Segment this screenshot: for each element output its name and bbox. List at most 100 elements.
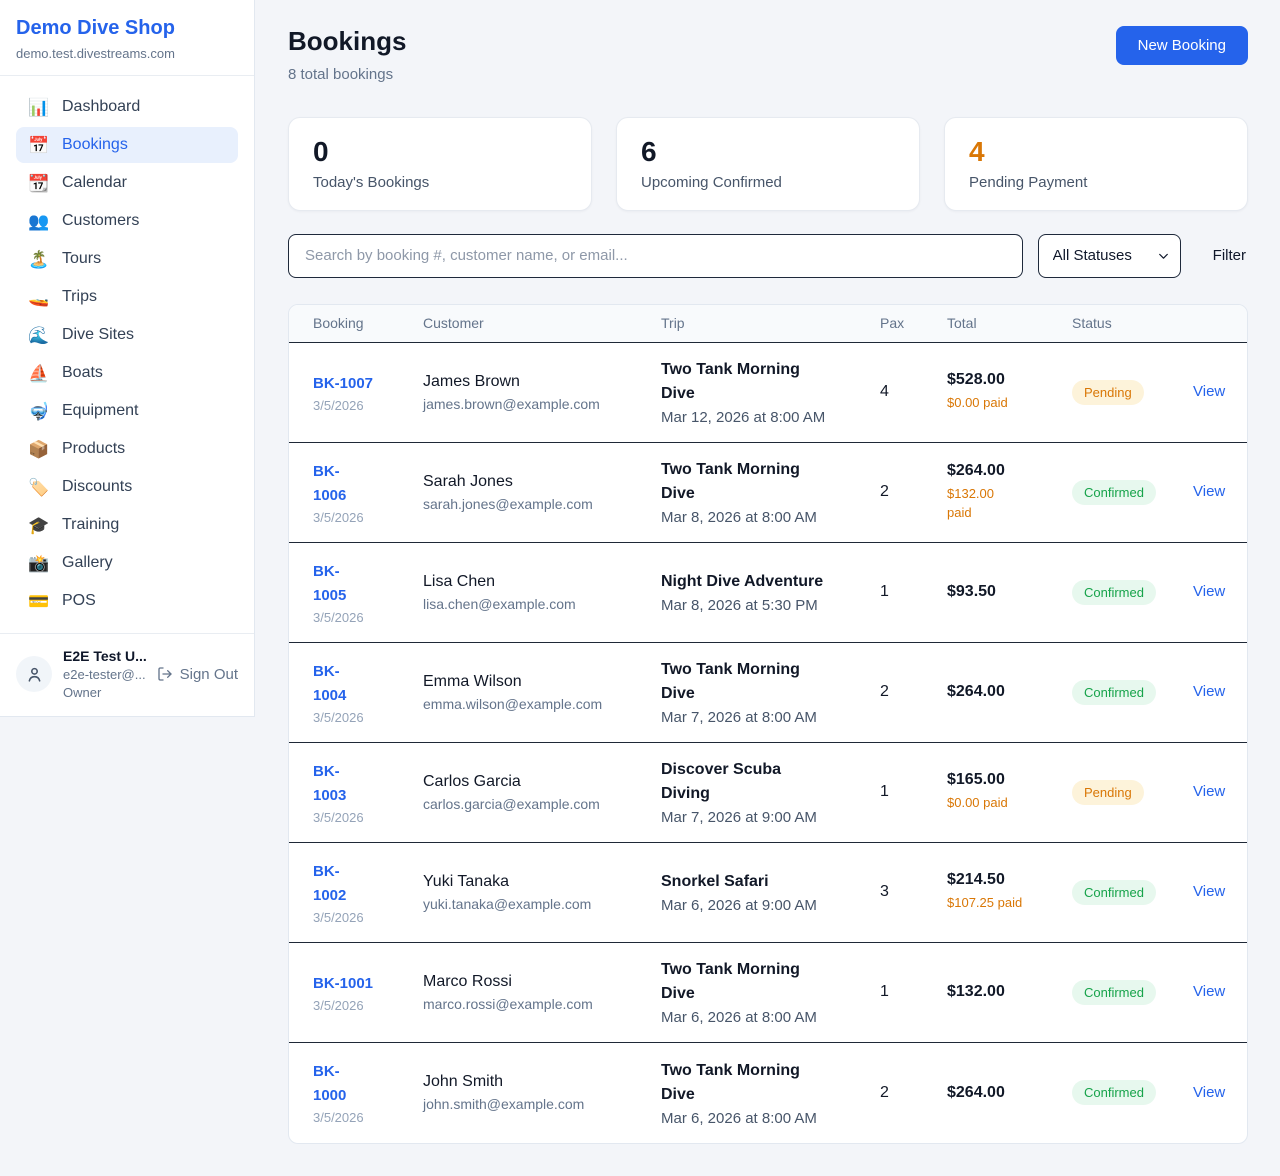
status-cell: Pending xyxy=(1072,779,1193,805)
customer-email: james.brown@example.com xyxy=(423,395,600,412)
sign-out-label: Sign Out xyxy=(179,665,238,683)
sidebar-item-tours[interactable]: 🏝️ Tours xyxy=(28,249,102,269)
booking-link[interactable]: BK-1001 xyxy=(313,974,374,992)
equipment-icon: 🤿 xyxy=(28,401,50,421)
stat-label: Pending Payment xyxy=(969,173,1088,191)
pax-cell: 3 xyxy=(880,883,889,901)
total-amount: $132.00 xyxy=(947,983,1005,1001)
view-link[interactable]: View xyxy=(1193,583,1226,601)
paid-amount: $0.00 paid xyxy=(947,795,1008,811)
status-cell: Pending xyxy=(1072,379,1193,405)
trip-cell: Snorkel Safari Mar 6, 2026 at 9:00 AM xyxy=(661,870,880,914)
customers-icon: 👥 xyxy=(28,211,50,231)
bookings-table: Booking Customer Trip Pax Total Status B… xyxy=(288,303,1248,1144)
sidebar-item-dashboard[interactable]: 📊 Dashboard xyxy=(28,97,141,117)
booking-link[interactable]: BK-1007 xyxy=(313,374,374,392)
sidebar-item-equipment[interactable]: 🤿 Equipment xyxy=(28,401,139,421)
bookings-icon: 📅 xyxy=(28,135,50,155)
sidebar-item-gallery[interactable]: 📸 Gallery xyxy=(28,553,113,573)
booking-link[interactable]: BK- 1002 xyxy=(313,862,347,904)
sidebar: Demo Dive Shop demo.test.divestreams.com… xyxy=(0,0,255,717)
total-amount: $264.00 xyxy=(947,461,1005,479)
stat-card-upcoming-confirmed: 6 Upcoming Confirmed xyxy=(616,117,920,211)
stat-card-todays-bookings: 0 Today's Bookings xyxy=(288,117,592,211)
sidebar-item-discounts[interactable]: 🏷️ Discounts xyxy=(28,477,133,497)
sidebar-item-pos[interactable]: 💳 POS xyxy=(28,591,96,611)
pax-cell: 1 xyxy=(880,583,889,601)
brand-domain: demo.test.divestreams.com xyxy=(16,46,175,61)
booking-date: 3/5/2026 xyxy=(313,509,364,525)
booking-link[interactable]: BK- 1005 xyxy=(313,562,347,604)
actions-cell: View xyxy=(1193,583,1225,601)
view-link[interactable]: View xyxy=(1193,1083,1226,1101)
stat-value: 6 xyxy=(641,136,657,167)
sidebar-item-training[interactable]: 🎓 Training xyxy=(28,515,120,535)
sidebar-item-calendar[interactable]: 📆 Calendar xyxy=(28,173,127,193)
paid-amount: $132.00 paid xyxy=(947,485,994,520)
booking-link[interactable]: BK- 1004 xyxy=(313,662,347,704)
stat-label: Today's Bookings xyxy=(313,173,430,191)
view-link[interactable]: View xyxy=(1193,983,1226,1001)
total-amount: $264.00 xyxy=(947,1083,1005,1101)
trip-name: Two Tank Morning Dive xyxy=(661,1061,800,1103)
trip-datetime: Mar 7, 2026 at 8:00 AM xyxy=(661,709,817,727)
status-cell: Confirmed xyxy=(1072,579,1193,605)
column-header-status: Status xyxy=(1072,315,1112,332)
new-booking-button[interactable]: New Booking xyxy=(1115,26,1248,65)
view-link[interactable]: View xyxy=(1193,883,1226,901)
booking-link[interactable]: BK- 1006 xyxy=(313,462,347,504)
view-link[interactable]: View xyxy=(1193,783,1226,801)
sidebar-item-bookings[interactable]: 📅 Bookings xyxy=(16,127,238,163)
customer-cell: James Brown james.brown@example.com xyxy=(423,373,661,412)
search-input[interactable] xyxy=(288,233,1023,278)
customer-cell: Lisa Chen lisa.chen@example.com xyxy=(423,573,661,612)
sidebar-item-customers[interactable]: 👥 Customers xyxy=(28,211,140,231)
booking-cell: BK-1001 3/5/2026 xyxy=(313,972,423,1013)
table-row: BK- 1005 3/5/2026 Lisa Chen lisa.chen@exa… xyxy=(289,543,1247,643)
trip-name: Two Tank Morning Dive xyxy=(661,361,800,403)
page-title: Bookings xyxy=(288,26,407,56)
booking-date: 3/5/2026 xyxy=(313,609,364,625)
brand-title: Demo Dive Shop xyxy=(16,17,175,39)
sidebar-item-trips[interactable]: 🚤 Trips xyxy=(28,287,97,307)
status-cell: Confirmed xyxy=(1072,879,1193,905)
booking-cell: BK- 1006 3/5/2026 xyxy=(313,460,423,525)
booking-cell: BK- 1004 3/5/2026 xyxy=(313,660,423,725)
view-link[interactable]: View xyxy=(1193,483,1226,501)
booking-date: 3/5/2026 xyxy=(313,397,364,413)
sidebar-item-dive-sites[interactable]: 🌊 Dive Sites xyxy=(28,325,135,345)
booking-link[interactable]: BK- 1000 xyxy=(313,1063,347,1105)
customer-name: Sarah Jones xyxy=(423,472,513,490)
gallery-icon: 📸 xyxy=(28,553,50,573)
sidebar-item-boats[interactable]: ⛵ Boats xyxy=(28,363,103,383)
customer-name: Marco Rossi xyxy=(423,972,512,990)
training-icon: 🎓 xyxy=(28,515,50,535)
total-cell: $264.00 $132.00 paid xyxy=(947,462,1072,523)
view-link[interactable]: View xyxy=(1193,683,1226,701)
stats-row: 0 Today's Bookings 6 Upcoming Confirmed … xyxy=(288,117,1248,211)
filter-button[interactable]: Filter xyxy=(1211,239,1248,272)
actions-cell: View xyxy=(1193,883,1225,901)
status-badge: Pending xyxy=(1072,779,1144,805)
products-icon: 📦 xyxy=(28,439,50,459)
pax-cell: 1 xyxy=(880,983,889,1001)
booking-date: 3/5/2026 xyxy=(313,1110,364,1126)
column-header-total: Total xyxy=(947,315,977,332)
sidebar-item-products[interactable]: 📦 Products xyxy=(28,439,126,459)
customer-email: sarah.jones@example.com xyxy=(423,495,593,512)
total-cell: $132.00 xyxy=(947,983,1072,1001)
booking-link[interactable]: BK- 1003 xyxy=(313,762,347,804)
dive-sites-icon: 🌊 xyxy=(28,325,50,345)
status-badge: Confirmed xyxy=(1072,479,1156,505)
pax-cell: 2 xyxy=(880,483,889,501)
boats-icon: ⛵ xyxy=(28,363,50,383)
sign-out-button[interactable]: Sign Out xyxy=(157,662,238,687)
status-filter-select[interactable]: All Statuses xyxy=(1037,233,1181,278)
pax-cell: 1 xyxy=(880,783,889,801)
column-header-customer: Customer xyxy=(423,315,484,332)
paid-amount: $107.25 paid xyxy=(947,895,1023,911)
status-filter-wrap: All Statuses xyxy=(1037,233,1181,278)
status-badge: Confirmed xyxy=(1072,579,1156,605)
booking-date: 3/5/2026 xyxy=(313,709,364,725)
view-link[interactable]: View xyxy=(1193,383,1226,401)
